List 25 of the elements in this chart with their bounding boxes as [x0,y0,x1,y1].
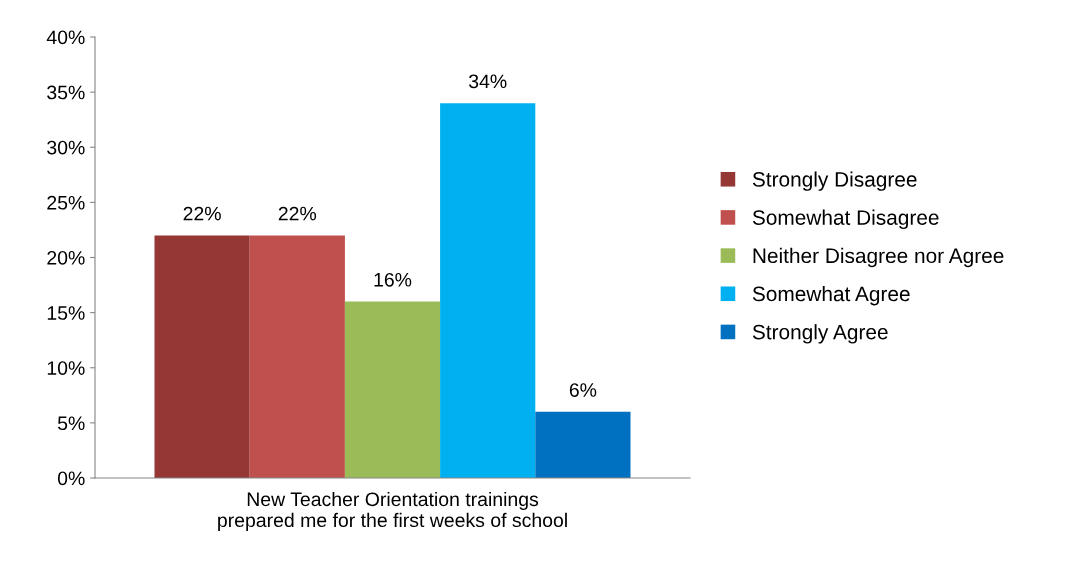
y-tick-label: 25% [47,195,85,210]
legend-label: Somewhat Disagree [752,209,939,230]
y-tick-label: 15% [47,306,85,320]
y-tick-label: 20% [47,250,85,265]
data-label: 16% [374,272,412,287]
legend-label: Neither Disagree nor Agree [753,247,1004,268]
bar [440,103,536,478]
x-tick-label: New Teacher Orientation trainings prepared me for the first weeks of school [218,491,567,531]
data-label: 34% [468,74,507,89]
bar [344,301,441,478]
y-tick-label: 40% [46,30,85,45]
y-tick-label: 35% [47,85,85,100]
bar [154,235,250,478]
data-label: 22% [183,206,221,221]
legend-label: Strongly Disagree [752,171,917,191]
bar [249,235,345,478]
y-tick-label: 30% [47,140,85,155]
data-label: 6% [569,383,597,397]
data-label: 22% [278,206,317,221]
y-tick-label: 10% [47,361,85,375]
legend-label: Somewhat Agree [752,285,910,306]
legend-label: Strongly Agree [752,324,888,344]
y-tick-label: 5% [57,416,85,431]
y-tick-label: 0% [57,471,85,486]
bar [535,411,631,478]
